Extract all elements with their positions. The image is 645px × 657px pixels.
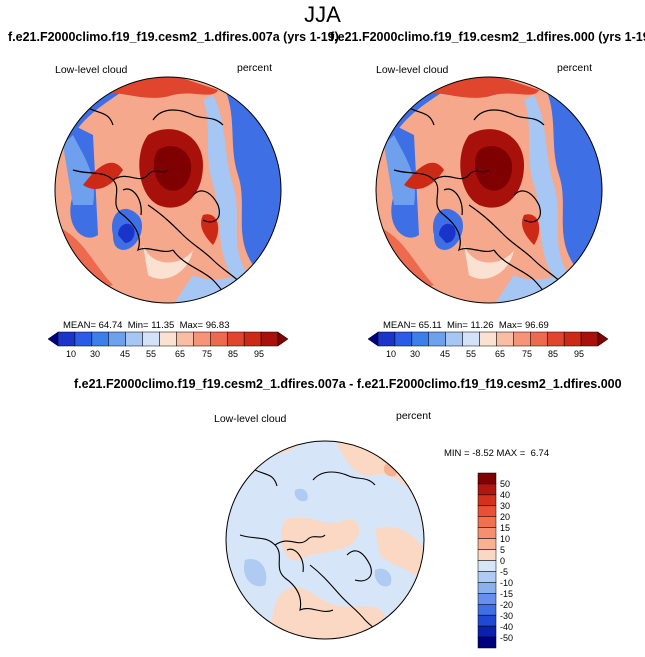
colorbar-box <box>580 331 599 347</box>
diff-colorbar <box>477 472 497 649</box>
diff-colorbar-tick: -40 <box>500 622 514 632</box>
diff-colorbar-tick: 5 <box>500 545 506 555</box>
right-colorbar-tick: 65 <box>494 349 506 359</box>
colorbar-box <box>477 636 497 649</box>
left-units-label: percent <box>237 62 273 74</box>
colorbar-box <box>159 331 177 347</box>
colorbar-box <box>479 331 497 347</box>
diff-colorbar-tick: -15 <box>500 589 514 599</box>
left-panel-title: f.e21.F2000climo.f19_f19.cesm2_1.dfires.… <box>8 30 339 44</box>
right-colorbar-tick: 45 <box>439 349 451 359</box>
right-variable-label: Low-level cloud <box>376 64 449 76</box>
colorbar-box <box>428 331 446 347</box>
right-panel-title: f.e21.F2000climo.f19_f19.cesm2_1.dfires.… <box>330 30 645 44</box>
left-colorbar <box>47 331 289 347</box>
diff-colorbar-tick: 30 <box>500 501 511 511</box>
colorbar-box <box>477 527 497 539</box>
colorbar-box <box>477 483 497 496</box>
colorbar-box <box>394 331 413 347</box>
colorbar-box <box>477 582 497 594</box>
diff-stats: MIN = -8.52 MAX = 6.74 <box>444 448 550 459</box>
colorbar-box <box>243 331 262 347</box>
right-colorbar-tick: 75 <box>521 349 533 359</box>
left-colorbar-tick: 95 <box>253 349 265 359</box>
left-colorbar-tick: 30 <box>89 349 101 359</box>
diff-colorbar-tick: 15 <box>500 523 511 533</box>
colorbar-box <box>477 472 497 485</box>
colorbar-box <box>477 604 497 616</box>
right-colorbar-tick: 95 <box>573 349 585 359</box>
colorbar-box <box>477 625 497 638</box>
colorbar-box <box>367 331 379 347</box>
diff-colorbar-tick: -20 <box>500 600 514 610</box>
colorbar-box <box>477 560 497 572</box>
right-colorbar-tick: 55 <box>465 349 477 359</box>
diff-polar-map <box>225 440 425 640</box>
diff-units-label: percent <box>396 410 432 422</box>
colorbar-box <box>277 331 289 347</box>
colorbar-box <box>477 549 497 561</box>
diff-colorbar-tick: -50 <box>500 633 514 643</box>
diff-panel-title: f.e21.F2000climo.f19_f19.cesm2_1.dfires.… <box>74 377 622 391</box>
colorbar-box <box>57 331 76 347</box>
colorbar-box <box>477 494 497 507</box>
colorbar-box <box>477 614 497 627</box>
colorbar-box <box>477 516 497 528</box>
left-polar-map <box>54 76 282 304</box>
diff-colorbar-tick: -30 <box>500 611 514 621</box>
right-colorbar-tick: 85 <box>547 349 559 359</box>
colorbar-box <box>563 331 582 347</box>
diff-colorbar-tick: -5 <box>500 567 509 577</box>
colorbar-box <box>411 331 430 347</box>
left-variable-label: Low-level cloud <box>55 64 128 76</box>
diff-colorbar-tick: 10 <box>500 534 511 544</box>
colorbar-box <box>530 331 548 347</box>
main-title: JJA <box>304 2 341 27</box>
colorbar-box <box>477 571 497 583</box>
left-colorbar-tick: 75 <box>201 349 213 359</box>
left-colorbar-tick: 85 <box>227 349 239 359</box>
colorbar-box <box>260 331 279 347</box>
colorbar-box <box>477 538 497 550</box>
colorbar-box <box>462 331 480 347</box>
colorbar-box <box>108 331 126 347</box>
colorbar-box <box>496 331 514 347</box>
colorbar-box <box>193 331 211 347</box>
diff-colorbar-tick: -10 <box>500 578 514 588</box>
left-colorbar-tick: 45 <box>119 349 131 359</box>
colorbar-box <box>445 331 463 347</box>
colorbar-box <box>176 331 194 347</box>
colorbar-box <box>91 331 110 347</box>
colorbar-box <box>513 331 531 347</box>
left-colorbar-tick: 55 <box>145 349 157 359</box>
colorbar-box <box>47 331 59 347</box>
colorbar-box <box>377 331 396 347</box>
colorbar-box <box>74 331 93 347</box>
colorbar-box <box>477 593 497 605</box>
colorbar-box <box>597 331 609 347</box>
colorbar-box <box>125 331 143 347</box>
left-colorbar-tick: 10 <box>65 349 77 359</box>
right-colorbar-tick: 10 <box>385 349 397 359</box>
colorbar-box <box>226 331 245 347</box>
diff-colorbar-tick: 0 <box>500 556 506 566</box>
colorbar-box <box>210 331 228 347</box>
diff-colorbar-tick: 50 <box>500 479 511 489</box>
right-polar-map <box>375 76 603 304</box>
right-stats: MEAN= 65.11 Min= 11.26 Max= 96.69 <box>383 320 549 331</box>
diff-colorbar-tick: 20 <box>500 512 511 522</box>
colorbar-box <box>477 505 497 517</box>
left-colorbar-tick: 65 <box>174 349 186 359</box>
colorbar-box <box>546 331 565 347</box>
diff-colorbar-tick: 40 <box>500 490 511 500</box>
right-units-label: percent <box>557 62 593 74</box>
right-colorbar-tick: 30 <box>409 349 421 359</box>
left-stats: MEAN= 64.74 Min= 11.35 Max= 96.83 <box>63 320 230 331</box>
right-colorbar <box>367 331 609 347</box>
diff-variable-label: Low-level cloud <box>214 413 287 425</box>
colorbar-box <box>142 331 160 347</box>
